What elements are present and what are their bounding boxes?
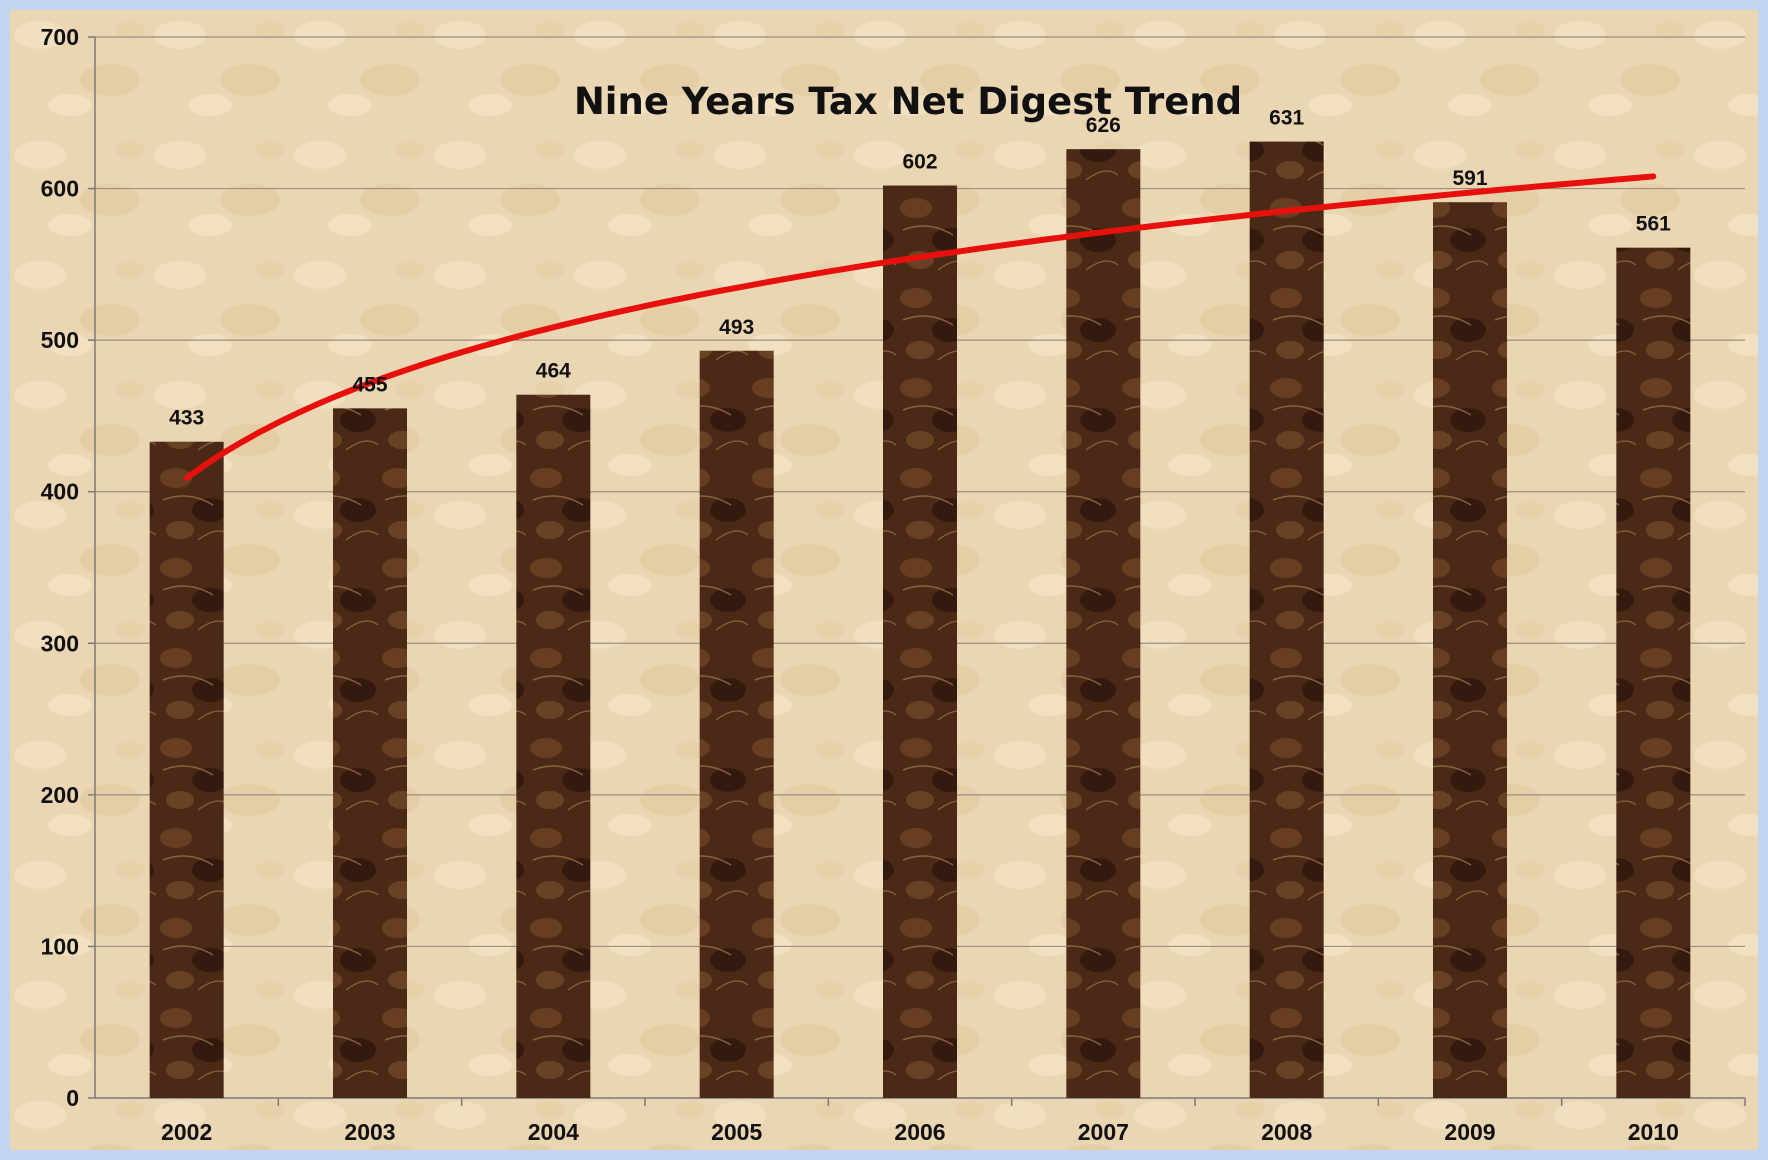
- bar-2005: [699, 350, 774, 1098]
- x-tick-label-2002: 2002: [161, 1119, 212, 1145]
- data-label-2003: 455: [352, 373, 387, 396]
- y-tick-label: 0: [66, 1085, 79, 1111]
- data-label-2002: 433: [169, 407, 204, 430]
- x-axis-ticks: 2002 2003 2004 2005 2006 2007 2008 2009 2010: [161, 1119, 1679, 1145]
- x-tick-label-2006: 2006: [894, 1119, 945, 1145]
- x-tick-label-2009: 2009: [1444, 1119, 1495, 1145]
- data-label-2008: 631: [1269, 107, 1304, 130]
- x-tick-label-2008: 2008: [1261, 1119, 1312, 1145]
- x-tick-label-2010: 2010: [1628, 1119, 1679, 1145]
- data-label-2005: 493: [719, 316, 754, 339]
- bar-2010: [1616, 247, 1691, 1099]
- x-tick-label-2004: 2004: [528, 1119, 579, 1145]
- y-tick-label: 400: [41, 479, 79, 505]
- y-tick-label: 100: [41, 933, 79, 959]
- x-tick-label-2003: 2003: [344, 1119, 395, 1145]
- bar-2002: [149, 441, 224, 1099]
- y-tick-label: 300: [41, 630, 79, 656]
- bar-2007: [1066, 149, 1141, 1099]
- data-label-2004: 464: [536, 360, 571, 383]
- bar-chart: 433 455 464 493 602 626 631 591 561 0 100 200 300 40…: [10, 10, 1758, 1150]
- y-tick-label: 700: [41, 24, 79, 50]
- bar-2008: [1249, 141, 1324, 1098]
- bar-2003: [333, 408, 407, 1099]
- bar-2009: [1433, 202, 1507, 1098]
- x-tick-label-2007: 2007: [1078, 1119, 1129, 1145]
- y-tick-label: 200: [41, 782, 79, 808]
- bars: [149, 141, 1691, 1099]
- x-tick-label-2005: 2005: [711, 1119, 762, 1145]
- y-axis-ticks: 0 100 200 300 400 500 600 700: [41, 24, 79, 1111]
- bar-2006: [883, 185, 957, 1099]
- data-label-2010: 561: [1636, 213, 1671, 236]
- data-label-2006: 602: [902, 151, 937, 174]
- y-tick-label: 500: [41, 327, 79, 353]
- data-labels: 433 455 464 493 602 626 631 591 561: [169, 107, 1671, 430]
- y-tick-label: 600: [41, 176, 79, 202]
- trendline-curve: [183, 173, 1657, 482]
- data-label-2007: 626: [1086, 114, 1121, 137]
- data-label-2009: 591: [1452, 167, 1487, 190]
- bar-2004: [516, 394, 591, 1098]
- trendline: [183, 173, 1657, 482]
- chart-title: Nine Years Tax Net Digest Trend: [574, 80, 1242, 123]
